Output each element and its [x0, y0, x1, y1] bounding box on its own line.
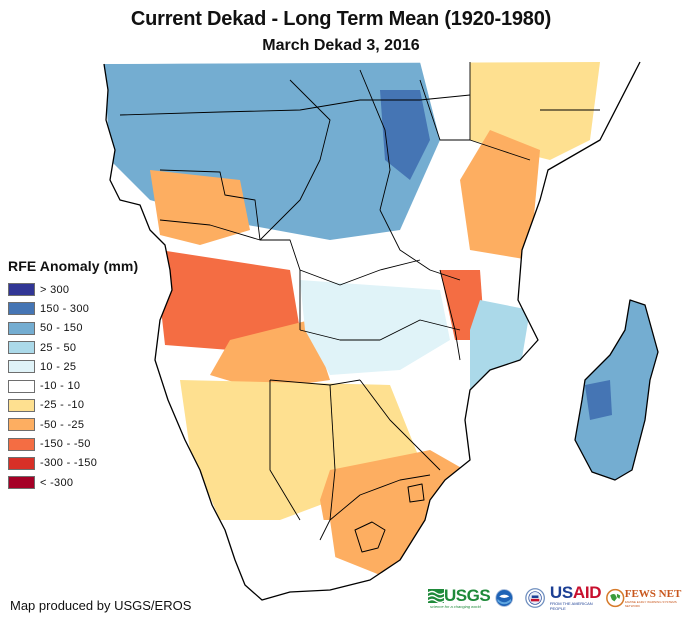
legend-swatch [8, 418, 35, 432]
anomaly-zone-mozambique-north [470, 300, 530, 390]
legend-item: -150 - -50 [8, 434, 158, 453]
credit-text: Map produced by USGS/EROS [10, 598, 192, 613]
legend-label: -10 - 10 [40, 380, 81, 393]
coastline [103, 61, 641, 601]
anomaly-zone-south-africa-east [320, 450, 465, 575]
legend-swatch [8, 379, 35, 393]
legend-item: -25 - -10 [8, 396, 158, 415]
legend-label: -25 - -10 [40, 399, 85, 412]
legend-swatch [8, 302, 35, 316]
usgs-logo: USGS science for a changing world [428, 585, 491, 609]
legend-label: -150 - -50 [40, 438, 91, 451]
usaid-tagline: FROM THE AMERICAN PEOPLE [549, 601, 593, 611]
fews-net-logo: FEWS NET FAMINE EARLY WARNING SYSTEMS NE… [606, 587, 682, 609]
legend-swatch [8, 360, 35, 374]
legend-item: -50 - -25 [8, 415, 158, 434]
africa-landmass [104, 62, 640, 600]
anomaly-zone-kenya-tanzania-coast [460, 130, 540, 260]
madagascar-landmass [575, 300, 658, 480]
usgs-wave-icon [428, 588, 444, 603]
legend-item: -300 - -150 [8, 454, 158, 473]
country-border [299, 319, 461, 341]
anomaly-zone-drc-east [380, 90, 430, 180]
map-title: Current Dekad - Long Term Mean (1920-198… [130, 8, 552, 30]
legend-item: 150 - 300 [8, 299, 158, 318]
legend-item: < -300 [8, 473, 158, 492]
country-border [159, 169, 261, 241]
anomaly-zone-south-africa-west [225, 520, 340, 600]
lesotho-border [354, 521, 386, 553]
legend-label: 50 - 150 [40, 322, 83, 335]
country-border [359, 69, 391, 211]
usgs-text: USGS [444, 585, 491, 605]
legend-label: -300 - -150 [40, 457, 98, 470]
country-border [269, 380, 301, 521]
legend-swatch [8, 321, 35, 335]
legend-label: > 300 [40, 283, 70, 296]
fews-text: FEWS NET [624, 588, 682, 600]
legend-label: 10 - 25 [40, 360, 77, 373]
legend-item: 10 - 25 [8, 357, 158, 376]
legend-label: < -300 [40, 476, 74, 489]
country-border [329, 474, 431, 521]
country-borders [103, 61, 659, 601]
legend-swatch [8, 398, 35, 412]
country-border [119, 94, 471, 116]
fews-tagline: FAMINE EARLY WARNING SYSTEMS NETWORK [624, 600, 677, 608]
legend-label: 25 - 50 [40, 341, 77, 354]
legend-swatch [8, 456, 35, 470]
legend-title: RFE Anomaly (mm) [8, 258, 139, 274]
legend-item: > 300 [8, 280, 158, 299]
anomaly-zone-angola-south [210, 320, 330, 390]
anomaly-zone-madagascar [575, 300, 658, 480]
legend-item: 25 - 50 [8, 338, 158, 357]
fews-globe-icon [606, 588, 625, 608]
legend-label: -50 - -25 [40, 418, 85, 431]
legend: RFE Anomaly (mm) > 300 150 - 300 50 - 150 2… [8, 258, 158, 492]
country-border [259, 79, 331, 241]
partner-logos: USGS science for a changing world USAID … [428, 583, 682, 611]
legend-label: 150 - 300 [40, 302, 90, 315]
usaid-aid-text: AID [572, 583, 602, 602]
usaid-seal-icon [524, 588, 545, 608]
anomaly-zone-angola-west [160, 250, 300, 350]
usaid-logo: USAID FROM THE AMERICAN PEOPLE [549, 583, 602, 611]
noaa-logo-icon [495, 589, 514, 607]
eswatini-border [407, 483, 425, 503]
usaid-us-text: US [549, 583, 573, 602]
legend-swatch [8, 476, 35, 490]
legend-item: -10 - 10 [8, 376, 158, 395]
anomaly-zone-zambia [300, 280, 450, 375]
country-border [439, 269, 461, 361]
country-border [359, 379, 441, 471]
anomaly-zone-gabon-congo [150, 170, 250, 245]
country-border [379, 209, 461, 281]
legend-swatch [8, 283, 35, 297]
legend-swatch [8, 341, 35, 355]
anomaly-zone-madagascar-core [585, 380, 612, 420]
legend-swatch [8, 437, 35, 451]
usgs-tagline: science for a changing world [430, 603, 481, 609]
country-border [159, 219, 421, 286]
country-border [329, 384, 336, 471]
legend-item: 50 - 150 [8, 319, 158, 338]
map-subtitle: March Dekad 3, 2016 [262, 37, 420, 54]
madagascar-coastline [574, 299, 659, 481]
